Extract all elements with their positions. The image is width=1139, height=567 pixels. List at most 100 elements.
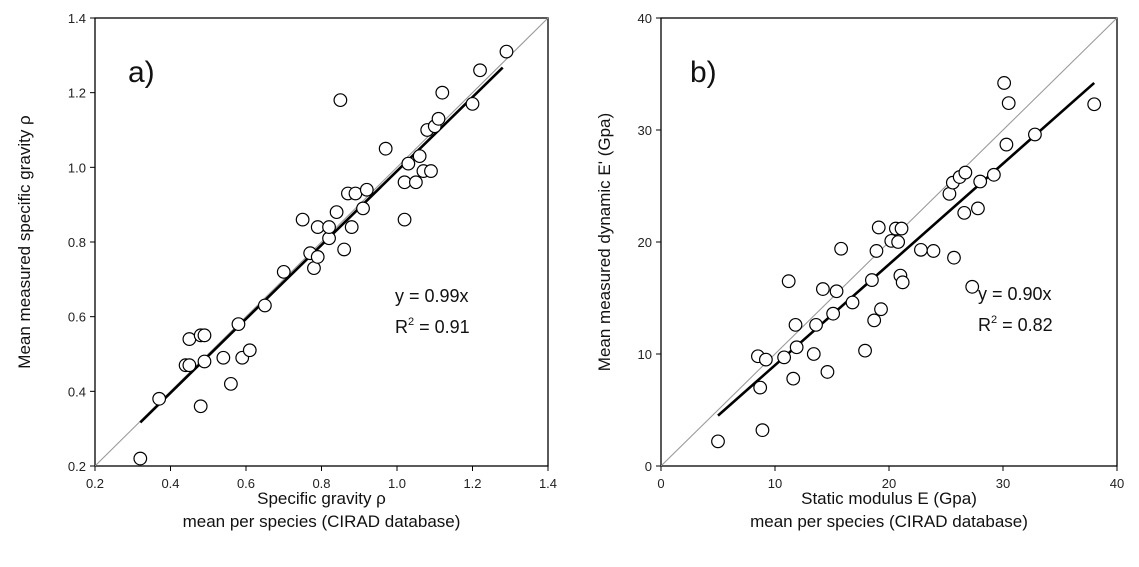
r-superscript: 2 bbox=[408, 316, 414, 328]
data-point bbox=[344, 220, 359, 234]
data-point bbox=[182, 358, 197, 373]
data-point bbox=[894, 221, 909, 236]
y-axis-title: Mean measured specific gravity ρ bbox=[15, 115, 34, 368]
x-axis-title: Specific gravity ρ bbox=[257, 489, 386, 508]
data-point bbox=[806, 347, 821, 361]
x-tick-label: 1.2 bbox=[463, 476, 481, 491]
data-point bbox=[401, 156, 416, 171]
data-point bbox=[197, 328, 212, 343]
data-point bbox=[231, 317, 246, 332]
r-squared-value: = 0.91 bbox=[414, 317, 470, 337]
data-point bbox=[871, 220, 886, 235]
data-point bbox=[845, 295, 860, 310]
x-tick-label: 0 bbox=[657, 476, 664, 491]
data-point bbox=[397, 212, 412, 227]
data-point bbox=[465, 96, 480, 111]
y-tick-label: 1.4 bbox=[68, 11, 86, 26]
y-tick-label: 0.4 bbox=[68, 384, 86, 399]
x-tick-label: 20 bbox=[882, 476, 896, 491]
y-tick-label: 10 bbox=[638, 347, 652, 362]
y-tick-label: 0.6 bbox=[68, 310, 86, 325]
data-point bbox=[826, 306, 841, 321]
x-axis-subtitle: mean per species (CIRAD database) bbox=[750, 512, 1028, 531]
data-point bbox=[997, 76, 1012, 90]
panel-label: a) bbox=[128, 56, 155, 89]
data-point bbox=[1001, 96, 1016, 111]
data-point bbox=[891, 235, 906, 249]
r-squared-value: = 0.82 bbox=[997, 315, 1053, 335]
data-point bbox=[914, 242, 928, 257]
y-tick-label: 40 bbox=[638, 11, 652, 26]
data-point bbox=[242, 343, 257, 358]
data-point bbox=[152, 391, 167, 406]
data-point bbox=[133, 451, 148, 466]
data-point bbox=[435, 85, 450, 100]
x-tick-label: 30 bbox=[996, 476, 1010, 491]
x-tick-label: 0.6 bbox=[237, 476, 255, 491]
x-tick-label: 1.0 bbox=[388, 476, 406, 491]
y-tick-label: 0.2 bbox=[68, 459, 86, 474]
chart-panel-2: 0 10 20 30 40 0 10 20 30 40 b) y = 0.90x R2 = 0.82 St… bbox=[595, 11, 1124, 531]
data-point bbox=[711, 434, 725, 449]
data-point bbox=[758, 352, 773, 367]
x-tick-label: 0.2 bbox=[86, 476, 104, 491]
data-point bbox=[786, 371, 801, 386]
data-point bbox=[874, 302, 888, 317]
data-point bbox=[957, 205, 972, 220]
data-point bbox=[965, 279, 980, 294]
data-point bbox=[378, 141, 393, 156]
regression-equation: y = 0.99x bbox=[395, 286, 469, 306]
data-point bbox=[337, 242, 352, 257]
data-point bbox=[986, 167, 1001, 182]
data-point bbox=[333, 93, 348, 108]
data-point bbox=[753, 380, 768, 395]
data-point bbox=[755, 423, 770, 438]
y-tick-label: 20 bbox=[638, 235, 652, 250]
data-point bbox=[424, 164, 438, 178]
panel-label: b) bbox=[690, 56, 717, 89]
data-point bbox=[276, 264, 291, 279]
data-point bbox=[973, 174, 988, 189]
y-axis-title: Mean measured dynamic E' (Gpa) bbox=[595, 113, 614, 371]
data-point bbox=[223, 376, 238, 391]
data-point bbox=[999, 137, 1014, 152]
data-point bbox=[926, 244, 941, 258]
r-squared-label: R2 = 0.91 bbox=[395, 316, 470, 337]
x-tick-label: 10 bbox=[768, 476, 782, 491]
data-point bbox=[777, 350, 792, 365]
data-point bbox=[947, 250, 961, 265]
y-tick-label: 30 bbox=[638, 123, 652, 138]
data-point bbox=[781, 274, 796, 289]
data-point bbox=[408, 175, 423, 190]
x-tick-label: 40 bbox=[1110, 476, 1124, 491]
r-label: R bbox=[395, 317, 408, 337]
data-point bbox=[329, 205, 344, 220]
data-point bbox=[815, 282, 830, 296]
data-point bbox=[257, 298, 272, 313]
data-point bbox=[197, 354, 212, 369]
data-point bbox=[867, 313, 882, 328]
y-tick-label: 0 bbox=[645, 459, 652, 474]
x-axis-subtitle: mean per species (CIRAD database) bbox=[183, 512, 461, 531]
y-tick-label: 1.0 bbox=[68, 160, 86, 175]
data-point bbox=[310, 220, 325, 234]
data-point bbox=[216, 350, 231, 365]
data-point bbox=[499, 44, 514, 59]
data-point bbox=[412, 149, 427, 164]
data-point bbox=[809, 317, 823, 332]
data-point bbox=[788, 317, 803, 332]
r-squared-label: R2 = 0.82 bbox=[978, 314, 1053, 335]
data-point bbox=[829, 284, 844, 299]
data-point bbox=[820, 365, 835, 379]
x-axis-title: Static modulus E (Gpa) bbox=[801, 489, 977, 508]
data-point bbox=[182, 332, 197, 346]
data-point bbox=[359, 182, 374, 197]
data-point bbox=[958, 165, 973, 180]
data-point bbox=[348, 186, 363, 201]
x-tick-label: 1.4 bbox=[539, 476, 557, 491]
data-point bbox=[356, 201, 370, 216]
chart-panel-1: 0.2 0.4 0.6 0.8 1.0 1.2 1.4 0.2 0.4 0.6 0.8 1.0 1.2 1… bbox=[15, 11, 557, 531]
r-label: R bbox=[978, 315, 991, 335]
data-point bbox=[858, 343, 872, 358]
